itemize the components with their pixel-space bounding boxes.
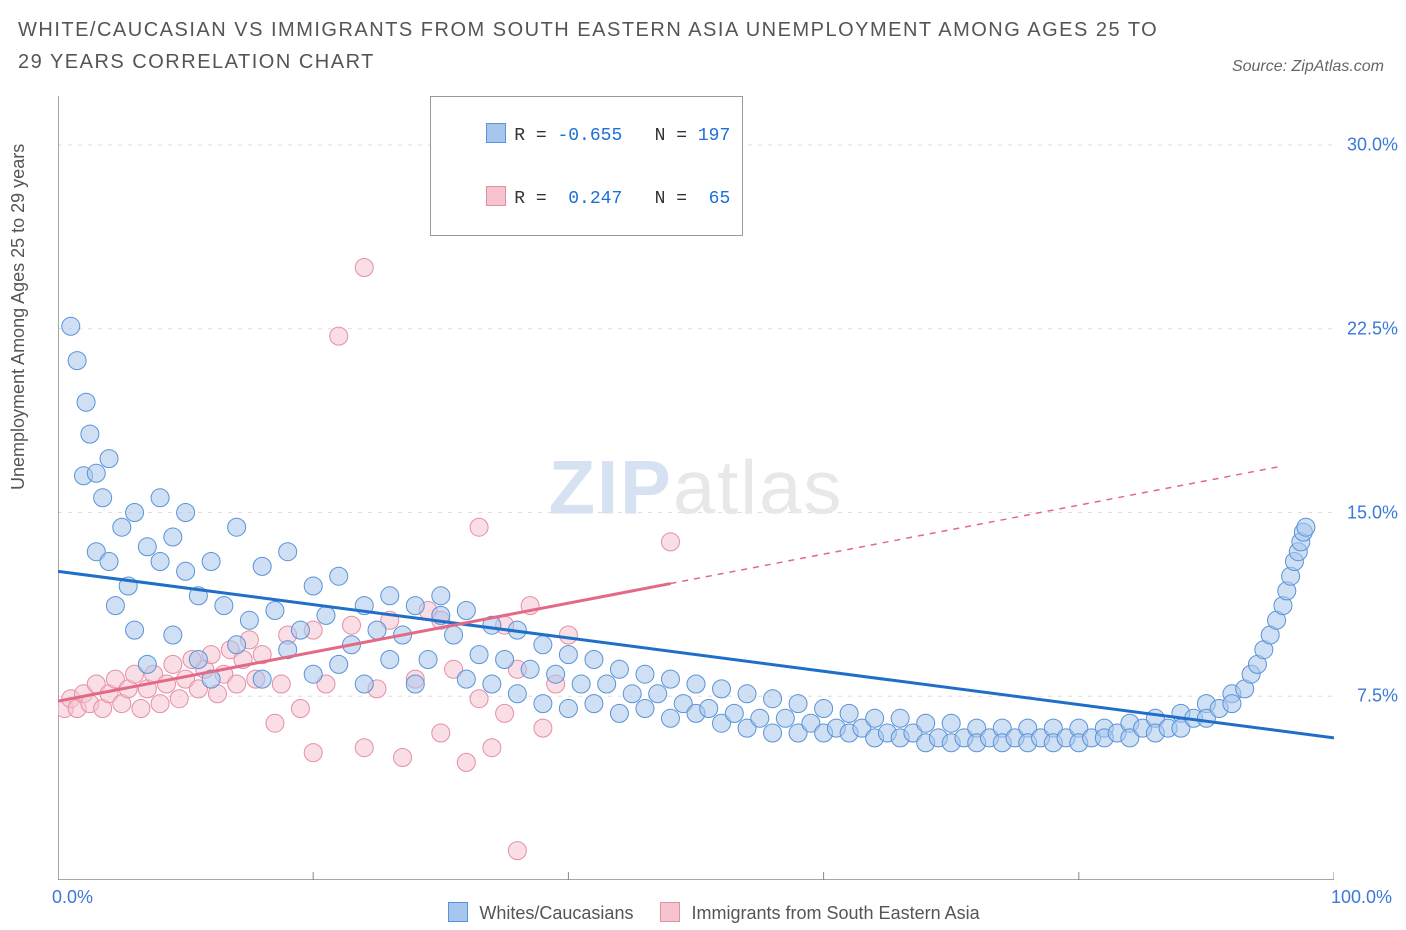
y-tick-label: 30.0% bbox=[1347, 135, 1398, 156]
stats-row-series1: R = -0.655 N = 197 bbox=[443, 103, 730, 166]
swatch-series2-icon bbox=[486, 186, 506, 206]
chart-title: WHITE/CAUCASIAN VS IMMIGRANTS FROM SOUTH… bbox=[18, 14, 1186, 78]
legend-series2-label: Immigrants from South Eastern Asia bbox=[692, 903, 980, 923]
y-tick-label: 22.5% bbox=[1347, 318, 1398, 339]
swatch-series1-icon bbox=[448, 902, 468, 922]
source-attribution: Source: ZipAtlas.com bbox=[1232, 58, 1384, 76]
swatch-series1-icon bbox=[486, 123, 506, 143]
stats-row-series2: R = 0.247 N = 65 bbox=[443, 166, 730, 229]
y-tick-label: 15.0% bbox=[1347, 502, 1398, 523]
y-axis-label: Unemployment Among Ages 25 to 29 years bbox=[8, 144, 29, 490]
correlation-stats-legend: R = -0.655 N = 197 R = 0.247 N = 65 bbox=[430, 96, 743, 236]
bottom-legend: Whites/Caucasians Immigrants from South … bbox=[0, 902, 1406, 924]
legend-series1-label: Whites/Caucasians bbox=[479, 903, 633, 923]
swatch-series2-icon bbox=[660, 902, 680, 922]
y-tick-label: 7.5% bbox=[1357, 686, 1398, 707]
